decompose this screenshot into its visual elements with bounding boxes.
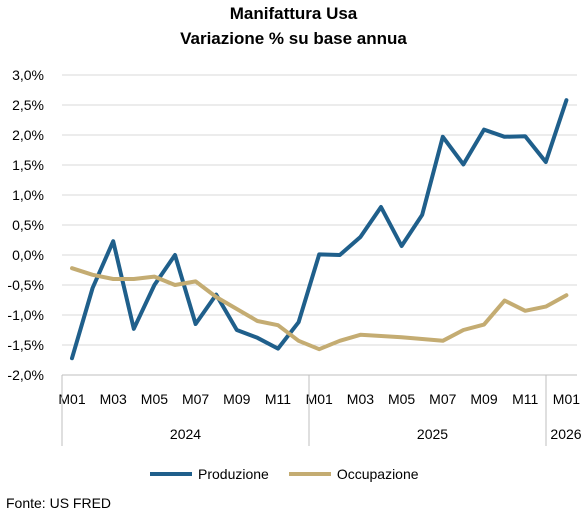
y-tick-label: -0,5% — [7, 277, 44, 293]
year-label: 2026 — [550, 426, 581, 442]
x-tick-label: M11 — [512, 391, 538, 407]
y-tick-label: -2,0% — [7, 367, 44, 383]
chart-title: Manifattura Usa — [229, 4, 358, 23]
x-tick-label: M03 — [100, 391, 127, 407]
x-tick-label: M09 — [470, 391, 497, 407]
source-note: Fonte: US FRED — [6, 495, 112, 511]
x-tick-label: M09 — [223, 391, 250, 407]
y-tick-label: 2,0% — [12, 127, 44, 143]
x-tick-label: M01 — [553, 391, 580, 407]
legend-label-occupazione: Occupazione — [336, 466, 419, 482]
y-tick-label: 3,0% — [12, 67, 44, 83]
legend-item-occupazione: Occupazione — [288, 466, 419, 482]
chart-legend: Produzione Occupazione — [150, 466, 439, 482]
year-label: 2025 — [417, 426, 448, 442]
chart-subtitle: Variazione % su base annua — [180, 29, 407, 48]
legend-swatch-occupazione — [288, 472, 331, 476]
y-tick-label: -1,0% — [7, 307, 44, 323]
x-tick-label: M07 — [182, 391, 209, 407]
line-chart: 3,0% 2,5% 2,0% 1,5% 1,0% 0,5% 0,0% -0,5% -1,0% -1… — [7, 67, 582, 446]
legend-swatch-produzione — [150, 472, 192, 476]
y-tick-label: 0,5% — [12, 217, 44, 233]
x-tick-label: M11 — [265, 391, 291, 407]
legend-label-produzione: Produzione — [198, 466, 269, 482]
y-tick-label: 0,0% — [12, 247, 44, 263]
year-label: 2024 — [170, 426, 201, 442]
legend-item-produzione: Produzione — [150, 466, 269, 482]
x-tick-label: M05 — [141, 391, 168, 407]
x-tick-label: M01 — [306, 391, 333, 407]
x-tick-label: M05 — [388, 391, 415, 407]
x-tick-label: M01 — [58, 391, 85, 407]
series-line-produzione — [70, 98, 569, 361]
y-tick-label: -1,5% — [7, 337, 44, 353]
y-tick-label: 1,5% — [12, 157, 44, 173]
x-tick-label: M07 — [429, 391, 456, 407]
y-tick-label: 1,0% — [12, 187, 44, 203]
x-tick-label: M03 — [347, 391, 374, 407]
y-tick-label: 2,5% — [12, 97, 44, 113]
series-line-occupazione — [70, 266, 569, 352]
